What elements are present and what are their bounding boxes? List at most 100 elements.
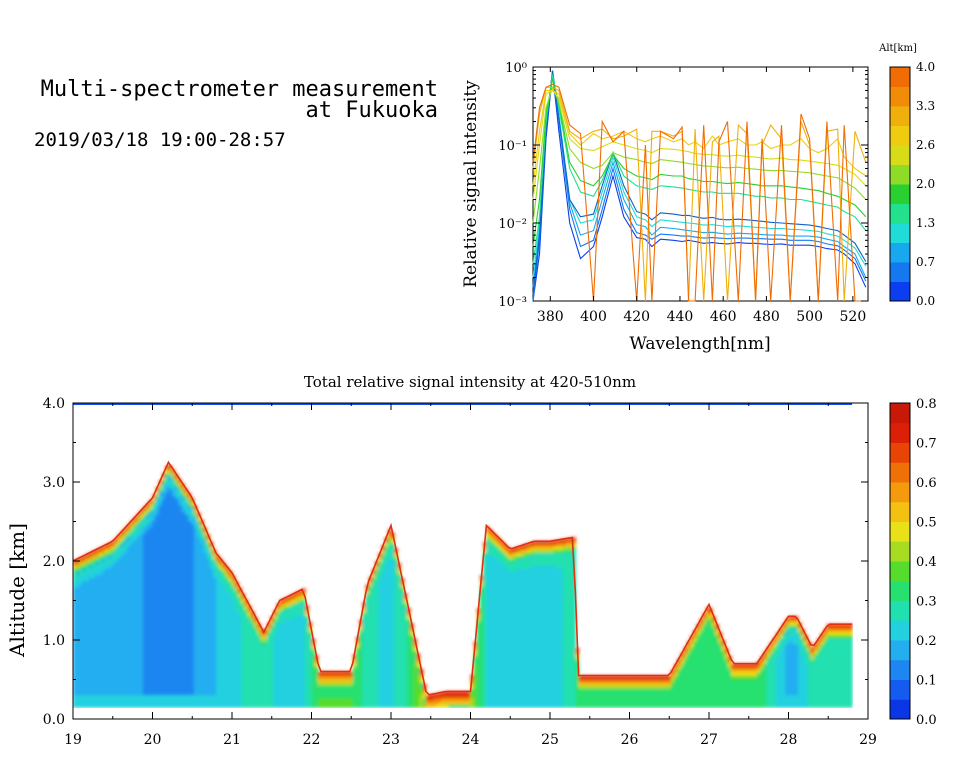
heatmap-cell: [200, 666, 204, 670]
heatmap-cell: [136, 678, 141, 683]
heatmap-cell: [292, 634, 297, 639]
heatmap-cell: [225, 621, 230, 626]
heatmap-cell: [232, 628, 236, 632]
heatmap-cell: [104, 694, 109, 699]
heatmap-cell: [317, 700, 322, 705]
heatmap-cell: [295, 681, 300, 686]
heatmap-cell: [168, 587, 173, 591]
heatmap-cell: [378, 678, 383, 683]
heatmap-cell: [257, 637, 262, 642]
heatmap-cell: [375, 593, 379, 598]
heatmap-cell: [92, 650, 96, 655]
heatmap-cell: [292, 688, 297, 692]
heatmap-cell: [197, 618, 201, 623]
heatmap-cell: [200, 574, 204, 579]
heatmap-cell: [406, 662, 411, 667]
heatmap-cell: [130, 675, 135, 680]
heatmap-cell: [197, 612, 201, 617]
heatmap-cell: [413, 694, 418, 699]
heatmap-cell: [305, 643, 309, 648]
heatmap-cell: [384, 539, 389, 544]
heatmap-cell: [139, 574, 144, 579]
heatmap-cell: [416, 700, 421, 705]
heatmap-cell: [384, 545, 389, 550]
heatmap-cell: [222, 580, 227, 585]
heatmap-cell: [193, 558, 198, 563]
heatmap-cell: [168, 621, 173, 626]
spectrum-colorbar-tick-label: 0.7: [916, 255, 935, 269]
heatmap-cell: [123, 634, 128, 639]
heatmap-cell: [298, 628, 303, 632]
heatmap-cell: [136, 628, 141, 632]
heatmap-cell: [174, 583, 179, 588]
heatmap-cell: [378, 681, 383, 686]
heatmap-cell: [101, 631, 106, 636]
heatmap-cell: [197, 577, 201, 582]
heatmap-cell: [324, 697, 328, 702]
heatmap-cell: [200, 624, 204, 629]
heatmap-cell: [123, 612, 128, 617]
heatmap-cell: [127, 640, 131, 645]
heatmap-cell: [317, 691, 322, 696]
heatmap-cell: [222, 631, 227, 636]
heatmap-cell: [162, 580, 166, 585]
heatmap-cell: [254, 669, 259, 673]
heatmap-cell: [203, 555, 208, 560]
heatmap-cell: [308, 666, 313, 670]
heatmap-cell: [107, 666, 112, 670]
heatmap-cell: [400, 678, 405, 683]
heatmap-cell: [168, 511, 173, 515]
heatmap-cell: [387, 669, 392, 673]
heatmap-cell: [368, 624, 373, 629]
heatmap-cell: [120, 666, 125, 670]
heatmap-cell: [92, 552, 96, 557]
heatmap-cell: [254, 672, 259, 677]
heatmap-cell: [225, 609, 230, 613]
heatmap-cell: [82, 643, 87, 648]
heatmap-cell: [212, 609, 217, 613]
heatmap-cell: [241, 656, 246, 661]
heatmap-cell: [123, 577, 128, 582]
heatmap-cell: [416, 672, 421, 677]
heatmap-cell: [225, 571, 230, 576]
heatmap-cell: [394, 637, 398, 642]
heatmap-cell: [203, 650, 208, 655]
heatmap-cell: [301, 666, 306, 670]
heatmap-cell: [368, 590, 373, 594]
heatmap-cell: [228, 631, 233, 636]
heatmap-cell: [73, 564, 77, 569]
heatmap-cell: [298, 624, 303, 629]
heatmap-cell: [73, 561, 77, 566]
heatmap-cell: [387, 552, 392, 557]
heatmap-cell: [387, 681, 392, 686]
heatmap-cell: [212, 700, 217, 705]
heatmap-cell: [292, 640, 297, 645]
heatmap-cell: [165, 662, 169, 667]
heatmap-cell: [270, 669, 274, 673]
heatmap-cell: [365, 703, 370, 708]
heatmap-cell: [158, 549, 163, 553]
heatmap-cell: [228, 621, 233, 626]
heatmap-cell: [244, 628, 249, 632]
heatmap-cell: [381, 609, 386, 613]
heatmap-cell: [244, 688, 249, 692]
heatmap-cell: [381, 574, 386, 579]
heatmap-cell: [114, 672, 119, 677]
heatmap-cell: [241, 606, 246, 610]
heatmap-cell: [158, 492, 163, 497]
heatmap-cell: [206, 631, 211, 636]
heatmap-cell: [85, 659, 90, 664]
heatmap-cell: [279, 612, 284, 617]
heatmap-cell: [406, 703, 411, 708]
heatmap-cell: [142, 596, 147, 601]
heatmap-cell: [146, 599, 150, 604]
heatmap-cell: [101, 691, 106, 696]
heatmap-cell: [168, 561, 173, 566]
heatmap-cell: [413, 681, 418, 686]
heatmap-cell: [139, 590, 144, 594]
heatmap-cell: [400, 640, 405, 645]
heatmap-cell: [187, 542, 192, 547]
heatmap-cell: [257, 681, 262, 686]
heatmap-cell: [276, 691, 281, 696]
heatmap-cell: [209, 615, 214, 620]
